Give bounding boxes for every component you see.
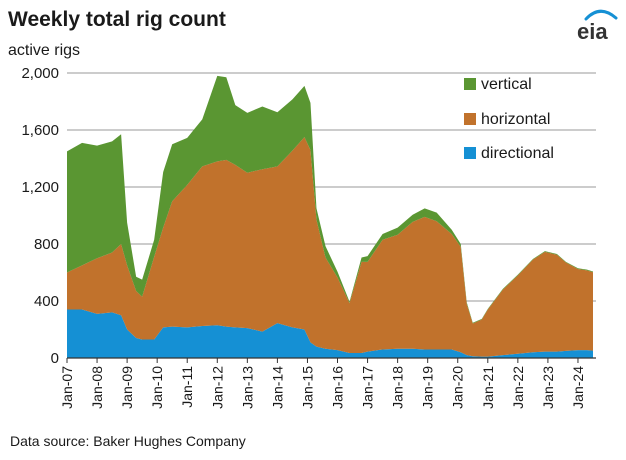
area-series-vertical bbox=[67, 75, 593, 324]
legend-label-horizontal: horizontal bbox=[481, 111, 550, 128]
x-tick-label: Jan-23 bbox=[540, 366, 556, 409]
legend-label-vertical: vertical bbox=[481, 76, 532, 93]
area-series-horizontal bbox=[67, 137, 593, 357]
y-tick-label: 0 bbox=[51, 350, 59, 367]
y-tick-label: 2,000 bbox=[21, 65, 59, 82]
x-tick-label: Jan-19 bbox=[420, 366, 436, 409]
x-tick-label: Jan-11 bbox=[179, 366, 195, 408]
x-tick-label: Jan-09 bbox=[119, 366, 135, 409]
x-tick-label: Jan-13 bbox=[239, 366, 255, 409]
x-tick-label: Jan-08 bbox=[89, 366, 105, 409]
x-tick-label: Jan-07 bbox=[59, 366, 75, 409]
x-tick-label: Jan-12 bbox=[209, 366, 225, 409]
svg-text:eia: eia bbox=[577, 19, 608, 42]
y-tick-label: 800 bbox=[34, 236, 59, 253]
eia-logo: eia bbox=[577, 9, 618, 42]
area-series-directional bbox=[67, 309, 593, 358]
x-tick-label: Jan-16 bbox=[330, 366, 346, 409]
y-tick-label: 400 bbox=[34, 293, 59, 310]
y-axis-label: active rigs bbox=[8, 42, 81, 59]
rig-count-chart: 0 400 800 1,200 1,600 2,000 Jan-07 Jan-08 Jan-0… bbox=[21, 65, 596, 409]
x-tick-label: Jan-15 bbox=[299, 366, 315, 409]
legend-swatch-horizontal bbox=[464, 113, 476, 125]
x-tick-label: Jan-24 bbox=[570, 366, 586, 409]
x-tick-label: Jan-22 bbox=[510, 366, 526, 409]
x-tick-label: Jan-20 bbox=[450, 366, 466, 409]
chart-title: Weekly total rig count bbox=[8, 8, 226, 31]
y-tick-label: 1,600 bbox=[21, 122, 59, 139]
x-tick-label: Jan-10 bbox=[149, 366, 165, 409]
data-source-note: Data source: Baker Hughes Company bbox=[10, 433, 246, 449]
legend-label-directional: directional bbox=[481, 145, 554, 162]
x-tick-label: Jan-14 bbox=[269, 366, 285, 409]
legend-swatch-vertical bbox=[464, 78, 476, 90]
y-tick-label: 1,200 bbox=[21, 179, 59, 196]
x-tick-label: Jan-17 bbox=[360, 366, 376, 409]
legend-swatch-directional bbox=[464, 147, 476, 159]
x-tick-label: Jan-21 bbox=[480, 366, 496, 409]
x-tick-label: Jan-18 bbox=[390, 366, 406, 409]
